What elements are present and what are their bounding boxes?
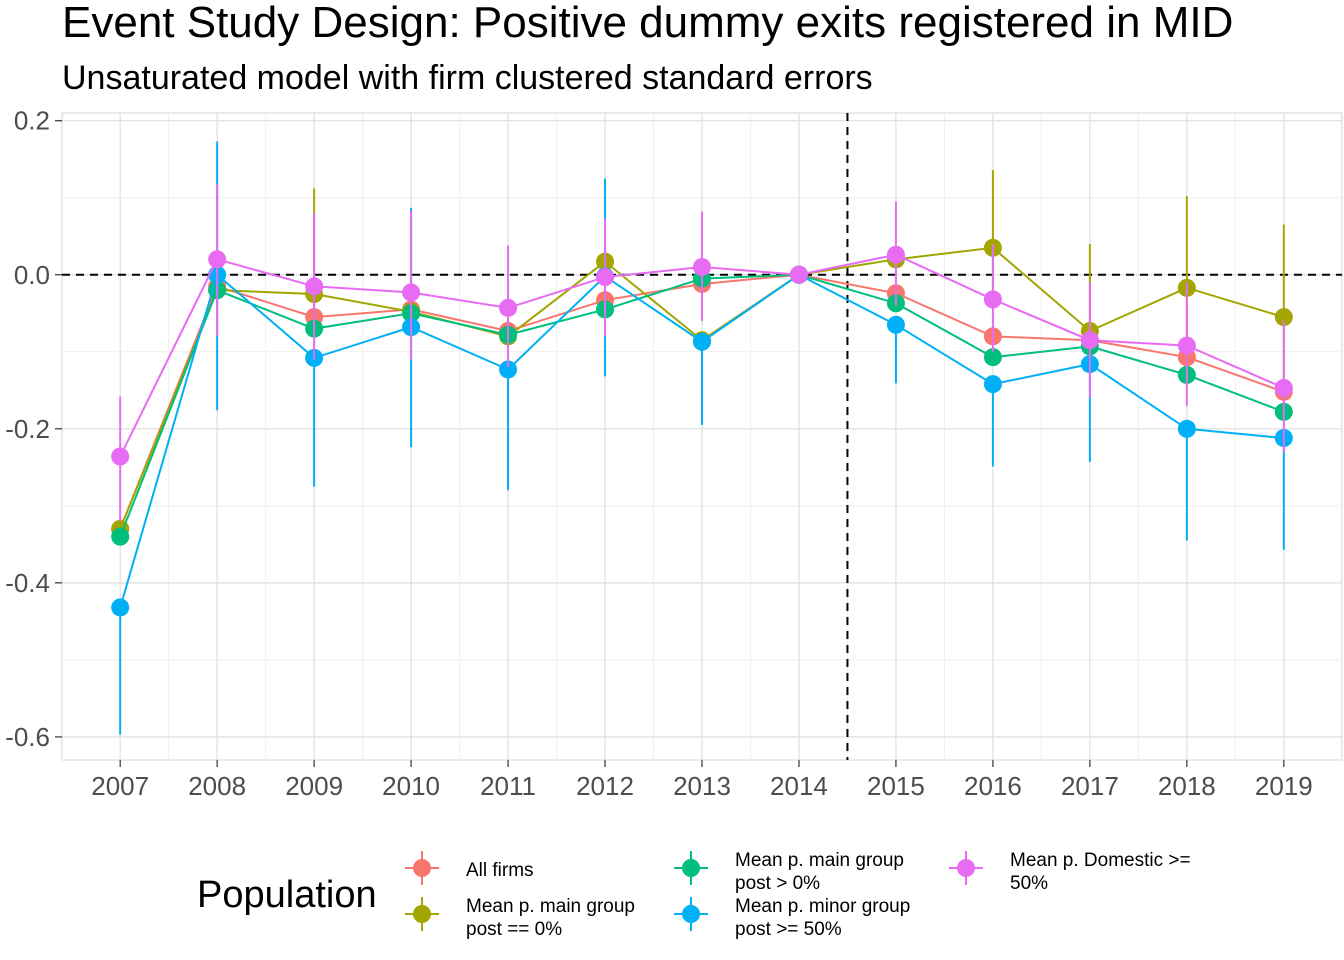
plot-panel [61,112,1343,761]
legend-key-2: Mean p. main group post == 0% [405,896,635,940]
y-tick-label: -0.2 [5,414,50,444]
x-tick-label: 2011 [480,771,536,801]
legend-key-marker [957,859,975,877]
data-point [596,268,615,287]
legend-label: Mean p. minor group post >= 50% [735,896,910,940]
legend-label-line: Mean p. minor group [735,896,910,917]
data-point [1274,378,1293,397]
data-point [111,527,130,546]
x-tick-label: 2016 [964,771,1022,801]
legend-key-3: Mean p. main group post > 0% [674,850,904,894]
data-point [208,250,227,269]
data-point [983,348,1002,367]
x-tick-label: 2012 [576,771,634,801]
y-tick-label: -0.6 [5,722,50,752]
data-point [1080,331,1099,350]
axes: 2007 2008 2009 2010 2011 2012 2013 2014 2015 2016… [5,106,1313,801]
x-tick-label: 2010 [382,771,440,801]
legend-key-marker [413,905,431,923]
legend-key-5: Mean p. Domestic >= 50% [949,850,1191,894]
legend-key-marker [682,905,700,923]
legend-label: Mean p. main group post == 0% [466,896,635,940]
y-tick-label: -0.4 [5,568,50,598]
data-point [402,283,421,302]
legend-label-line: post > 0% [735,873,820,894]
legend-label: All firms [466,860,534,881]
legend-label-line: Mean p. main group [735,850,904,871]
x-tick-label: 2019 [1255,771,1313,801]
legend-label-line: 50% [1010,873,1048,894]
legend-label-line: Mean p. Domestic >= [1010,850,1191,871]
y-tick-label: 0.2 [14,106,50,136]
x-tick-label: 2008 [188,771,246,801]
y-tick-label: 0.0 [14,260,50,290]
data-point [1274,308,1293,327]
chart-title: Event Study Design: Positive dummy exits… [62,0,1233,47]
data-point [886,315,905,334]
data-point [111,447,130,466]
data-point [1177,336,1196,355]
data-point [693,258,711,277]
data-point [1177,419,1196,438]
x-tick-label: 2014 [770,771,828,801]
legend-label: Mean p. Domestic >= 50% [1010,850,1191,894]
grid-lines [62,113,1342,760]
legend-label-line: Mean p. main group [466,896,635,917]
x-tick-label: 2017 [1061,771,1119,801]
series-5 [111,183,1293,522]
data-point [499,360,518,379]
data-point [886,245,905,264]
data-point [983,375,1002,394]
x-tick-label: 2013 [673,771,731,801]
data-point [789,265,808,284]
legend-label: Mean p. main group post > 0% [735,850,904,894]
legend-label-line: All firms [466,860,534,881]
legend-title: Population [197,874,377,916]
data-point [305,277,324,296]
data-point [983,290,1002,309]
x-tick-label: 2018 [1158,771,1216,801]
data-point [499,298,518,317]
legend-key-4: Mean p. minor group post >= 50% [674,896,910,940]
series-layer [111,141,1293,735]
x-tick-label: 2009 [285,771,343,801]
legend-key-1: All firms [405,851,534,885]
x-tick-label: 2015 [867,771,925,801]
legend-label-line: post == 0% [466,919,562,940]
legend-key-marker [413,859,431,877]
legend-key-marker [682,859,700,877]
legend-label-line: post >= 50% [735,919,842,940]
chart-subtitle: Unsaturated model with firm clustered st… [62,59,873,97]
data-point [111,598,130,617]
x-tick-label: 2007 [91,771,149,801]
data-point [693,332,711,351]
